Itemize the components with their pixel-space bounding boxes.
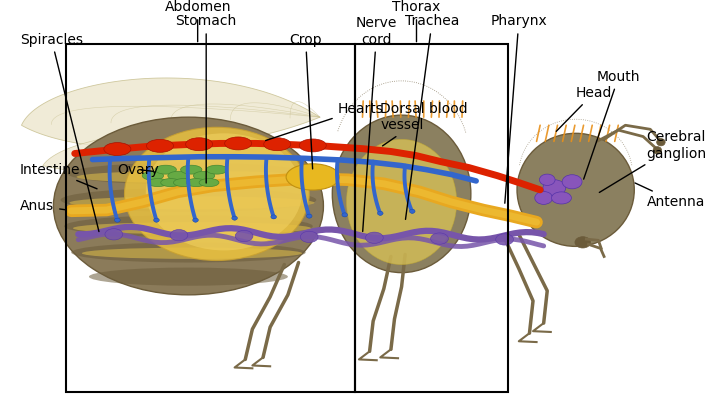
Ellipse shape [562,175,582,189]
Ellipse shape [155,165,176,174]
Ellipse shape [286,164,339,190]
Ellipse shape [264,138,291,151]
Ellipse shape [193,218,199,222]
Text: Nerve
cord: Nerve cord [356,16,397,232]
Text: Cerebral
ganglion: Cerebral ganglion [600,130,707,192]
Ellipse shape [657,138,665,146]
Ellipse shape [186,138,212,151]
Ellipse shape [167,171,189,180]
Ellipse shape [307,214,312,218]
Polygon shape [22,78,320,149]
Text: Thorax: Thorax [392,0,441,42]
Ellipse shape [82,248,302,259]
Text: Trachea: Trachea [405,14,460,220]
Ellipse shape [89,267,288,286]
Ellipse shape [61,188,316,212]
Text: Pharynx: Pharynx [490,14,547,203]
Ellipse shape [535,192,552,204]
Ellipse shape [378,211,383,215]
Ellipse shape [271,215,276,219]
Text: Mouth: Mouth [584,70,640,179]
Text: Spiracles: Spiracles [20,33,99,232]
Polygon shape [43,131,291,174]
Ellipse shape [54,117,323,295]
Ellipse shape [71,242,306,262]
Ellipse shape [410,209,415,213]
Ellipse shape [148,178,167,187]
Ellipse shape [170,229,188,241]
Ellipse shape [77,171,307,183]
Ellipse shape [67,163,309,185]
Ellipse shape [496,234,513,245]
Text: Hearts: Hearts [265,102,384,140]
Ellipse shape [342,213,347,217]
Ellipse shape [365,232,384,243]
Ellipse shape [431,233,448,244]
Ellipse shape [70,196,315,209]
Ellipse shape [235,230,253,242]
Ellipse shape [347,139,457,265]
Text: Intestine: Intestine [20,163,97,189]
Ellipse shape [146,133,302,250]
Ellipse shape [194,171,215,180]
Ellipse shape [105,229,123,240]
Ellipse shape [517,133,634,246]
Ellipse shape [142,171,164,180]
Ellipse shape [232,216,238,220]
Ellipse shape [186,178,206,187]
Text: Head: Head [556,86,612,131]
Ellipse shape [332,115,471,273]
Ellipse shape [300,231,318,243]
Ellipse shape [104,143,131,155]
Text: Antenna: Antenna [635,183,705,209]
Ellipse shape [225,137,252,150]
Bar [65,44,355,392]
Ellipse shape [299,139,326,152]
Ellipse shape [575,236,591,248]
Ellipse shape [161,178,181,187]
Ellipse shape [181,165,202,174]
Ellipse shape [543,180,566,196]
Bar [355,44,508,392]
Ellipse shape [653,147,662,154]
Ellipse shape [115,218,120,222]
Text: Stomach: Stomach [175,14,237,183]
Ellipse shape [539,174,555,185]
Ellipse shape [64,215,312,237]
Ellipse shape [146,139,173,152]
Text: Abdomen: Abdomen [165,0,231,42]
Ellipse shape [173,178,194,187]
Ellipse shape [552,192,571,204]
Ellipse shape [73,222,311,234]
Ellipse shape [206,165,228,174]
Ellipse shape [125,127,309,260]
Ellipse shape [199,178,219,187]
Text: Ovary: Ovary [117,163,159,177]
Text: Anus: Anus [20,199,65,213]
Text: Crop: Crop [289,33,322,169]
Text: Dorsal blood
vessel: Dorsal blood vessel [380,102,468,146]
Ellipse shape [154,218,160,222]
